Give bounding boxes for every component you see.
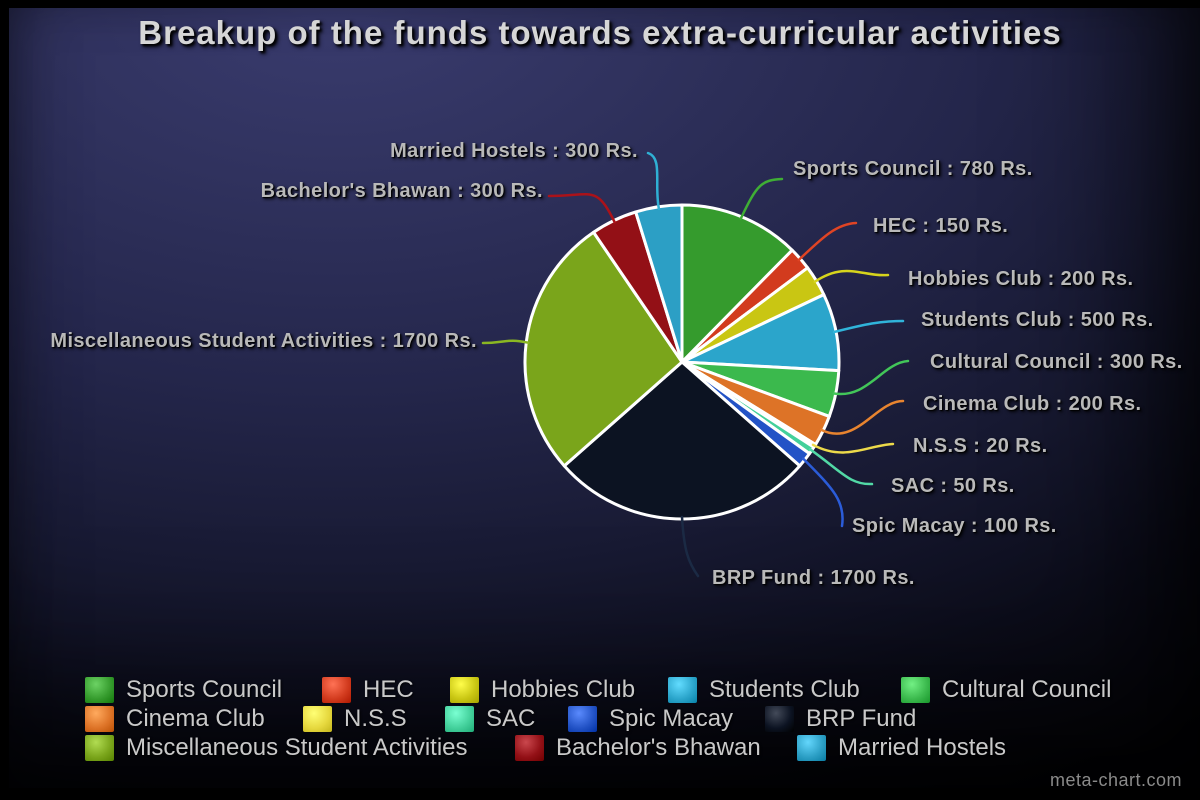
slice-label-cultural-council: Cultural Council : 300 Rs. bbox=[930, 351, 1183, 373]
slice-label-hobbies-club: Hobbies Club : 200 Rs. bbox=[908, 268, 1134, 290]
watermark: meta-chart.com bbox=[1049, 770, 1182, 790]
leader-line-students-club bbox=[832, 319, 905, 334]
slice-label-bachelor-s-bhawan: Bachelor's Bhawan : 300 Rs. bbox=[260, 180, 543, 202]
slice-label-n-s-s: N.S.S : 20 Rs. bbox=[913, 435, 1048, 457]
slice-label-sports-council: Sports Council : 780 Rs. bbox=[793, 158, 1033, 180]
leader-line-sac bbox=[808, 448, 874, 486]
leader-line-miscellaneous-student-activities bbox=[481, 339, 530, 345]
slice-label-sac: SAC : 50 Rs. bbox=[891, 475, 1015, 497]
chart-title: Breakup of the funds towards extra-curri… bbox=[138, 14, 1062, 51]
leader-line-hec bbox=[797, 221, 858, 262]
leader-line-brp-fund bbox=[680, 515, 700, 578]
leader-line-cinema-club bbox=[820, 399, 905, 435]
slice-label-students-club: Students Club : 500 Rs. bbox=[921, 309, 1154, 331]
bottom-border bbox=[0, 788, 1200, 800]
slice-label-spic-macay: Spic Macay : 100 Rs. bbox=[852, 515, 1057, 537]
leader-line-sports-council bbox=[739, 177, 784, 220]
leader-line-bachelor-s-bhawan bbox=[547, 192, 616, 224]
slice-label-married-hostels: Married Hostels : 300 Rs. bbox=[390, 140, 638, 162]
left-border bbox=[0, 0, 9, 800]
slice-label-hec: HEC : 150 Rs. bbox=[873, 215, 1009, 237]
slice-label-brp-fund: BRP Fund : 1700 Rs. bbox=[712, 567, 915, 589]
top-border bbox=[0, 0, 1200, 8]
leader-line-hobbies-club bbox=[813, 269, 890, 284]
leader-line-n-s-s bbox=[811, 442, 895, 454]
slice-label-cinema-club: Cinema Club : 200 Rs. bbox=[923, 393, 1142, 415]
leader-line-married-hostels bbox=[646, 151, 661, 210]
slice-label-miscellaneous-student-activities: Miscellaneous Student Activities : 1700 … bbox=[50, 330, 477, 352]
leader-line-spic-macay bbox=[801, 457, 844, 528]
leader-line-cultural-council bbox=[832, 359, 910, 396]
